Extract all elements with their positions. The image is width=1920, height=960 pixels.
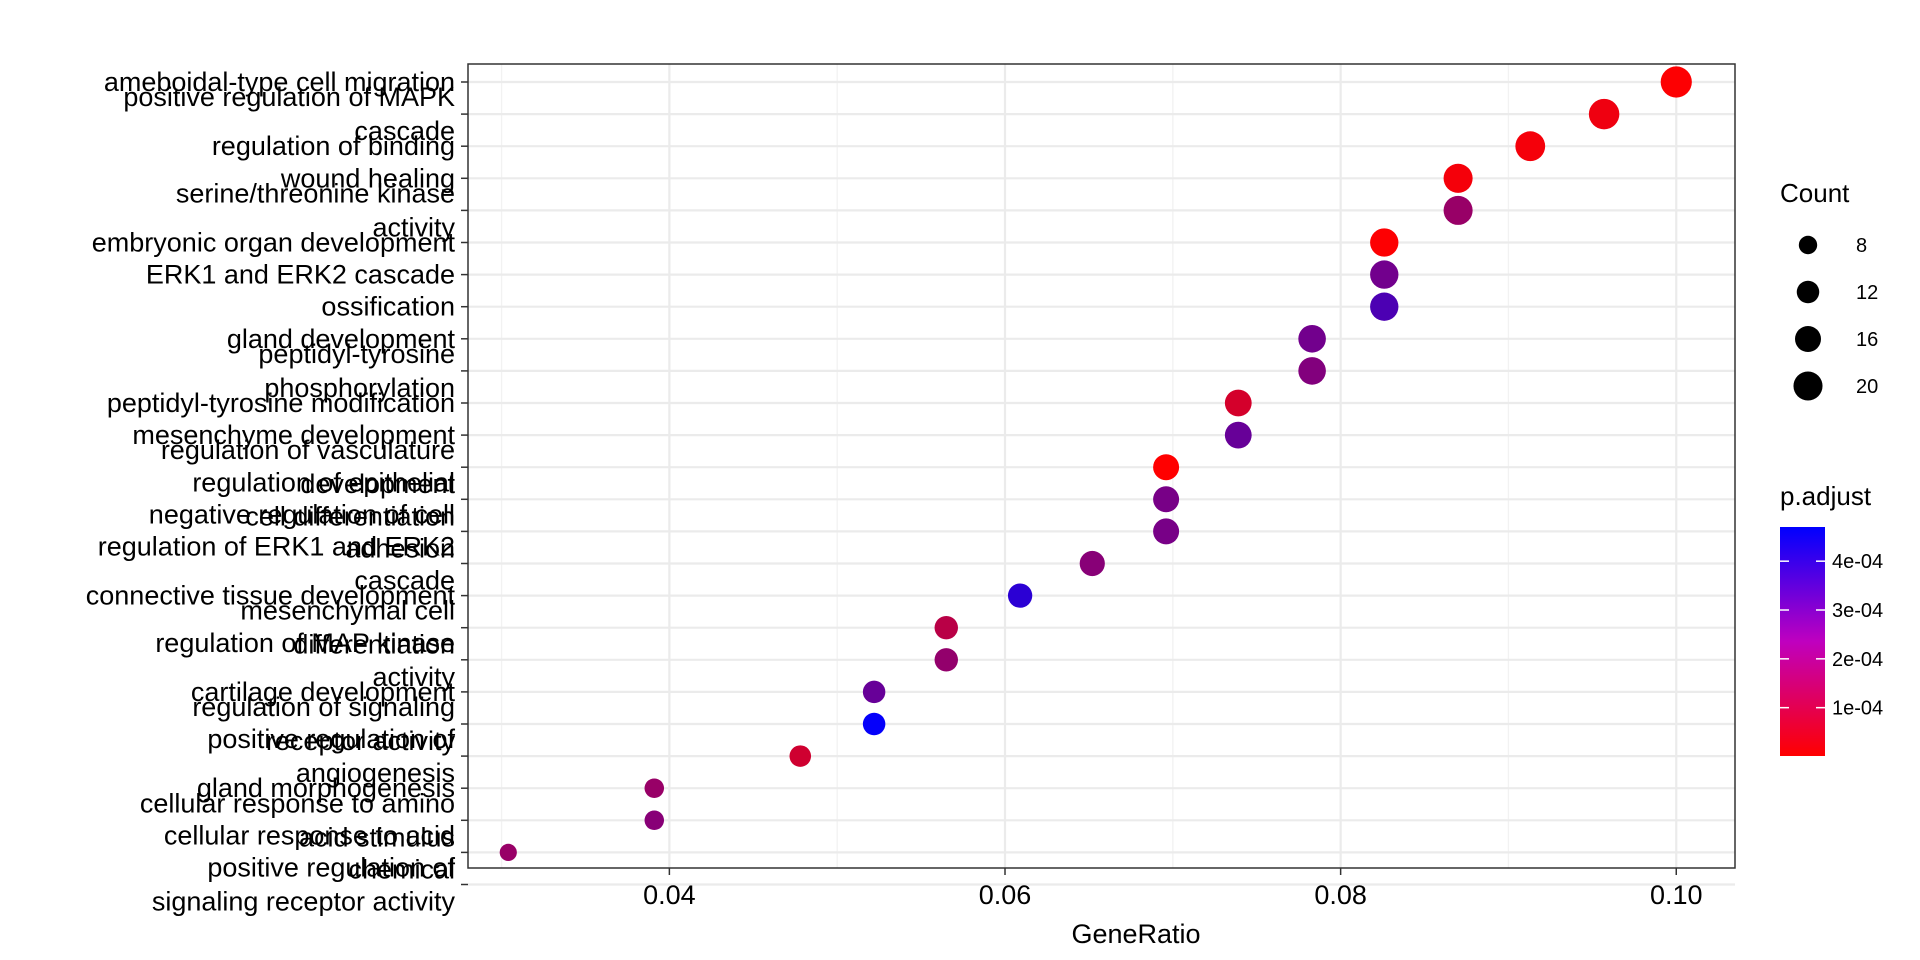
data-point	[1370, 260, 1399, 289]
count-legend-key	[1795, 326, 1821, 352]
x-tick-label: 0.08	[1314, 880, 1367, 910]
y-tick-label: cascade	[354, 116, 455, 146]
data-point	[1443, 163, 1473, 193]
count-legend-label: 8	[1856, 235, 1867, 257]
y-tick-label: ERK1 and ERK2 cascade	[146, 260, 455, 290]
y-tick-label: regulation of MAP kinase	[155, 628, 455, 658]
y-tick-label: gland development	[227, 324, 456, 354]
data-point	[1153, 454, 1180, 481]
panel-border	[467, 63, 1736, 869]
y-tick-label: activity	[372, 212, 455, 242]
y-tick-label: ossification	[321, 292, 455, 322]
y-tick-label: gland morphogenesis	[197, 773, 455, 803]
y-tick-label: positive regulation of	[207, 853, 455, 883]
x-axis: 0.04 0.06 0.08 0.10	[643, 868, 1703, 910]
x-tick-label: 0.10	[1650, 880, 1703, 910]
y-tick-label: acid stimulus	[299, 822, 455, 852]
data-point	[644, 810, 665, 831]
data-point	[1224, 389, 1252, 417]
data-point	[862, 680, 886, 704]
y-tick-label: ameboidal-type cell migration	[104, 67, 455, 97]
data-point	[1079, 550, 1105, 577]
data-point	[934, 615, 958, 640]
x-tick-label: 0.06	[979, 880, 1032, 910]
y-tick-label: regulation of ERK1 and ERK2	[98, 532, 455, 562]
data-point	[1298, 357, 1326, 385]
data-point	[1007, 583, 1033, 608]
count-legend-key	[1796, 280, 1820, 304]
y-tick-label: receptor activity	[266, 726, 456, 756]
data-point	[789, 745, 812, 767]
y-tick-label: positive regulation of	[207, 724, 455, 754]
data-point	[1370, 228, 1399, 257]
y-tick-label: connective tissue development	[86, 581, 456, 611]
y-tick-label: cartilage development	[191, 677, 456, 707]
y-tick-label: positive regulation of MAPK	[123, 82, 455, 112]
panel-background	[468, 64, 1735, 868]
data-point	[1298, 325, 1326, 353]
p-adjust-legend-title: p.adjust	[1780, 481, 1872, 511]
y-tick-label: chemical	[348, 854, 455, 884]
p-adjust-legend: p.adjust 4e-04 3e-04 2e-04 1e-04	[1780, 481, 1883, 756]
y-tick-label: cascade	[354, 566, 455, 596]
data-point	[934, 648, 958, 672]
y-tick-label: cellular response to acid	[164, 820, 455, 850]
y-tick-label: regulation of epithelial	[192, 467, 455, 497]
y-tick-label: peptidyl-tyrosine modification	[107, 388, 455, 418]
y-tick-label: phosphorylation	[264, 373, 455, 403]
y-tick-label: cellular response to amino	[140, 788, 455, 818]
count-legend-key	[1798, 235, 1818, 255]
y-tick-label: adhesion	[345, 533, 455, 563]
y-tick-label: negative regulation of cell	[149, 499, 455, 529]
count-legend-label: 16	[1856, 329, 1878, 351]
y-tick-label: mesenchymal cell	[240, 596, 455, 626]
colorbar-label: 4e-04	[1832, 551, 1883, 573]
data-point	[1370, 292, 1399, 321]
y-tick-label: mesenchyme development	[132, 420, 455, 450]
y-tick-label: regulation of binding	[212, 131, 455, 161]
y-tick-label: signaling receptor activity	[152, 887, 456, 917]
data-point	[1153, 486, 1180, 513]
count-legend: Count 8 12 16 20	[1780, 178, 1878, 401]
data-point	[1153, 518, 1180, 545]
x-axis-title: GeneRatio	[1071, 919, 1200, 949]
y-tick-label: differentiation	[293, 630, 455, 660]
count-legend-title: Count	[1780, 178, 1850, 208]
y-tick-label: serine/threonine kinase	[176, 178, 455, 208]
count-legend-key	[1793, 371, 1823, 401]
p-adjust-colorbar	[1780, 527, 1825, 756]
y-tick-label: regulation of signaling	[192, 692, 455, 722]
data-point	[644, 778, 665, 798]
data-point	[1515, 131, 1546, 162]
y-tick-label: regulation of vasculature	[161, 435, 455, 465]
data-point	[499, 843, 517, 861]
data-point	[1224, 421, 1252, 449]
colorbar-label: 1e-04	[1832, 698, 1883, 720]
y-tick-label: development	[300, 469, 455, 499]
y-tick-label: activity	[372, 662, 455, 692]
data-point	[1660, 66, 1692, 98]
data-point	[862, 712, 886, 736]
data-point	[1588, 98, 1620, 130]
plot-panel	[467, 63, 1736, 886]
count-legend-label: 20	[1856, 376, 1878, 398]
y-tick-label: wound healing	[280, 163, 455, 193]
count-legend-label: 12	[1856, 282, 1878, 304]
data-point	[1443, 195, 1473, 225]
x-tick-label: 0.04	[643, 880, 696, 910]
y-tick-label: peptidyl-tyrosine	[258, 339, 455, 369]
y-tick-label: angiogenesis	[296, 758, 455, 788]
y-tick-label: embryonic organ development	[92, 228, 456, 258]
y-tick-label: cell differentiation	[245, 501, 455, 531]
colorbar-label: 3e-04	[1832, 600, 1883, 622]
colorbar-label: 2e-04	[1832, 649, 1883, 671]
